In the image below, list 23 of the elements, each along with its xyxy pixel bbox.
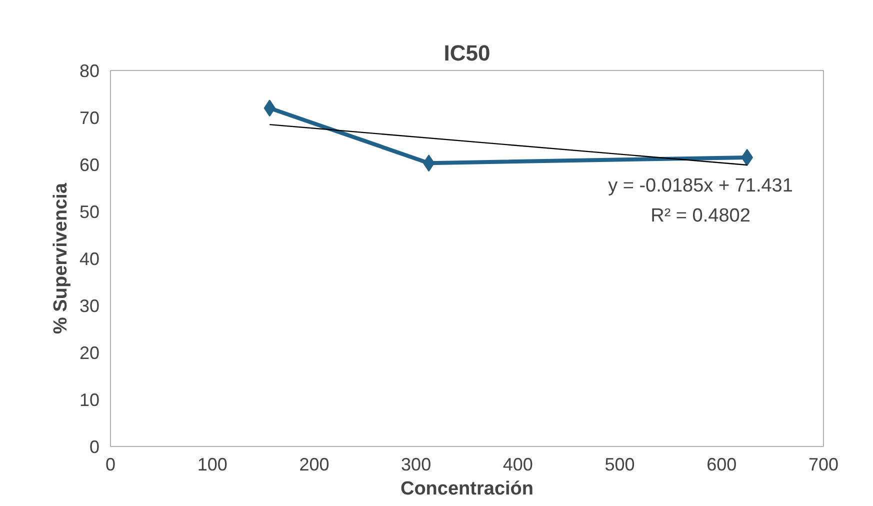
x-tick-label: 200 [299,454,330,474]
x-tick-label: 700 [808,454,839,474]
y-tick-label: 70 [79,108,100,128]
x-tick-label: 300 [401,454,432,474]
annotation: R² = 0.4802 [650,206,750,226]
x-tick-label: 400 [502,454,533,474]
y-tick-label: 30 [79,296,100,316]
y-tick-label: 50 [79,202,100,222]
point [422,154,435,172]
y-tick-label: 80 [79,61,100,81]
x-tick-label: 0 [105,454,116,474]
y-tick-label: 60 [79,155,100,175]
chart-title: IC50 [444,40,490,66]
x-axis-title: Concentración [400,478,534,500]
x-tick-label: 600 [706,454,737,474]
y-axis-title: % Supervivencia [50,182,72,334]
y-tick-label: 20 [79,343,100,363]
y-tick-label: 40 [79,249,100,269]
y-tick-label: 10 [79,390,100,410]
x-tick-label: 100 [197,454,228,474]
y-tick-label: 0 [89,437,100,457]
x-tick-label: 500 [604,454,635,474]
annotation: y = -0.0185x + 71.431 [608,176,793,196]
